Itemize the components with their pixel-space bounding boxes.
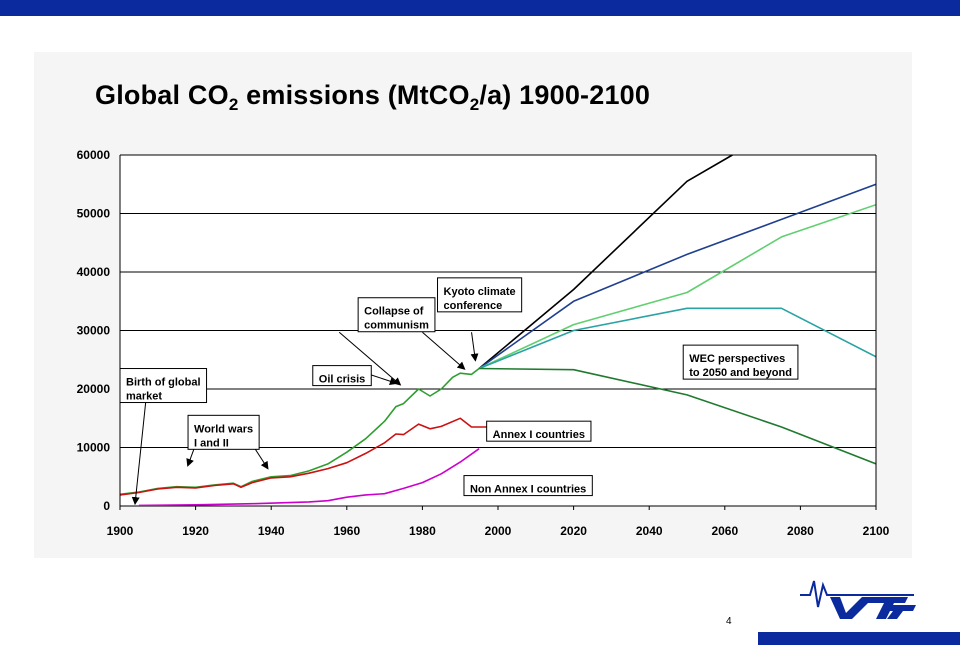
annotation-box — [119, 368, 208, 404]
annotation-text: World wars — [194, 423, 253, 435]
y-tick-label: 30000 — [77, 324, 111, 338]
series-line-7 — [479, 367, 876, 465]
x-tick-label: 1980 — [409, 524, 436, 538]
annotation-arrow — [338, 331, 402, 386]
chart-title: Global CO2 emissions (MtCO2/a) 1900-2100 — [95, 80, 651, 114]
annotation-text: Annex I countries — [493, 429, 585, 441]
annotation-text: Oil crisis — [319, 374, 365, 386]
x-tick-label: 2100 — [863, 524, 890, 538]
x-tick-label: 2080 — [787, 524, 814, 538]
annotation-text: Non Annex I countries — [470, 484, 586, 496]
annotation-box — [682, 344, 799, 380]
annotations: Birth of global market World wars I and II O… — [119, 277, 799, 497]
annotation-text: Collapse of — [364, 306, 424, 318]
grid — [120, 154, 876, 507]
annotation-4: Kyoto climate conference — [437, 277, 523, 313]
x-tick-label: 1960 — [333, 524, 360, 538]
annotation-3: Collapse of communism — [357, 297, 436, 333]
x-tick-label: 2000 — [485, 524, 512, 538]
annotation-text: Birth of global — [126, 377, 201, 389]
annotation-box — [187, 414, 260, 450]
x-tick-label: 1920 — [182, 524, 209, 538]
series-line-2 — [138, 448, 480, 506]
y-tick-label: 40000 — [77, 265, 111, 279]
annotation-box — [357, 297, 436, 333]
series-lines — [120, 154, 876, 506]
annotation-box — [463, 475, 593, 497]
annotation-0: Birth of global market — [119, 368, 208, 404]
annotation-text: Kyoto climate — [444, 286, 516, 298]
annotation-text: to 2050 and beyond — [689, 367, 792, 379]
x-tick-label: 2060 — [711, 524, 738, 538]
footer-bar — [758, 632, 960, 645]
annotation-text: communism — [364, 320, 429, 332]
annotation-text: I and II — [194, 437, 229, 449]
series-line-6 — [478, 307, 876, 370]
annotation-arrow — [131, 394, 147, 506]
y-tick-label: 10000 — [77, 441, 111, 455]
y-tick-label: 0 — [103, 499, 110, 513]
series-line-1 — [120, 417, 536, 496]
annotation-2: Oil crisis — [312, 365, 372, 387]
annotation-6: Non Annex I countries — [463, 475, 593, 497]
header-bar — [0, 0, 960, 16]
annotation-arrow — [470, 332, 479, 362]
y-tick-label: 20000 — [77, 382, 111, 396]
x-tick-label: 1900 — [107, 524, 134, 538]
annotation-text: WEC perspectives — [689, 353, 785, 365]
y-tick-label: 50000 — [77, 207, 111, 221]
annotation-box — [486, 420, 592, 442]
annotation-7: WEC perspectives to 2050 and beyond — [682, 344, 799, 380]
x-tick-label: 2020 — [560, 524, 587, 538]
vtt-logo — [800, 580, 916, 619]
annotation-text: market — [126, 391, 162, 403]
series-line-4 — [478, 183, 876, 370]
annotation-box — [437, 277, 523, 313]
y-tick-label: 60000 — [77, 148, 111, 162]
x-tick-label: 2040 — [636, 524, 663, 538]
annotation-1: World wars I and II — [187, 414, 260, 450]
annotation-box — [312, 365, 372, 387]
series-line-3 — [478, 154, 733, 370]
annotation-5: Annex I countries — [486, 420, 592, 442]
annotation-text: conference — [444, 300, 503, 312]
series-line-5 — [478, 203, 876, 370]
annotation-arrow — [369, 373, 398, 386]
axes: 0 10000 20000 30000 40000 50000 60000 1900 1920 1… — [77, 148, 890, 538]
annotation-arrow — [422, 331, 466, 370]
page-number: 4 — [726, 616, 732, 627]
x-tick-label: 1940 — [258, 524, 285, 538]
